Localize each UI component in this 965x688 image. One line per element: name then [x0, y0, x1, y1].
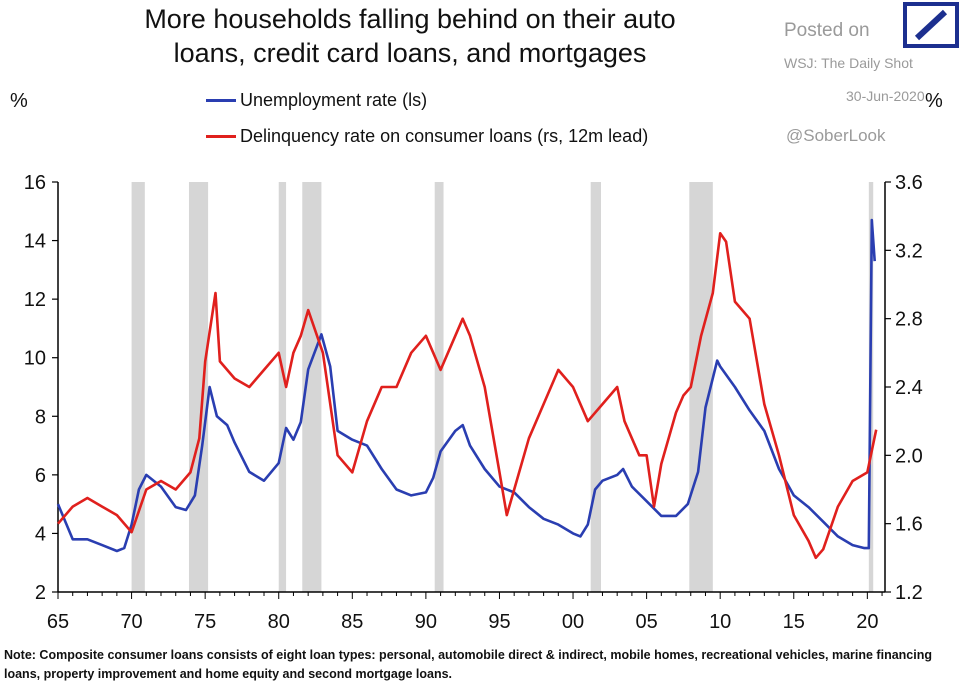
x-tick-label-5: 90	[415, 611, 437, 633]
left-tick-label-3: 8	[35, 406, 46, 428]
posted-handle: @SoberLook	[786, 126, 886, 145]
recession-band-6	[689, 182, 713, 592]
left-tick-label-2: 6	[35, 465, 46, 487]
right-axis-unit: %	[925, 90, 943, 112]
right-tick-label-5: 3.2	[895, 240, 923, 262]
series-line-unemployment	[56, 218, 876, 553]
x-tick-label-8: 05	[635, 611, 657, 633]
chart-title-line-2: loans, credit card loans, and mortgages	[173, 38, 647, 68]
x-tick-label-4: 85	[341, 611, 363, 633]
right-tick-label-3: 2.4	[895, 377, 923, 399]
legend-label-unemployment: Unemployment rate (ls)	[240, 90, 428, 110]
right-tick-label-0: 1.2	[895, 582, 923, 604]
legend-item-unemployment: Unemployment rate (ls)	[206, 90, 427, 111]
recession-band-2	[278, 182, 287, 592]
recession-band-1	[188, 182, 209, 592]
posted-date: 30-Jun-2020	[846, 88, 925, 104]
deutsche-bank-logo-icon	[903, 2, 959, 48]
x-tick-label-9: 10	[709, 611, 731, 633]
recession-band-5	[590, 182, 601, 592]
recession-band-0	[131, 182, 145, 592]
chart-title: More households falling behind on their …	[60, 2, 760, 70]
legend-swatch-unemployment	[206, 99, 236, 102]
left-tick-label-1: 4	[35, 523, 46, 545]
left-tick-label-0: 2	[35, 582, 46, 604]
legend-item-delinquency: Delinquency rate on consumer loans (rs, …	[206, 126, 648, 147]
left-tick-label-6: 14	[24, 231, 46, 253]
left-tick-label-5: 12	[24, 289, 46, 311]
legend-label-delinquency: Delinquency rate on consumer loans (rs, …	[240, 126, 649, 146]
left-axis-unit: %	[10, 90, 28, 112]
x-tick-label-1: 70	[120, 611, 142, 633]
left-tick-label-4: 10	[24, 348, 46, 370]
recession-band-4	[434, 182, 444, 592]
x-tick-label-6: 95	[488, 611, 510, 633]
right-tick-label-1: 1.6	[895, 514, 923, 536]
x-tick-label-3: 80	[268, 611, 290, 633]
left-tick-label-7: 16	[24, 172, 46, 194]
x-tick-label-0: 65	[47, 611, 69, 633]
x-tick-label-10: 15	[783, 611, 805, 633]
legend-swatch-delinquency	[206, 135, 236, 138]
right-tick-label-6: 3.6	[895, 172, 923, 194]
x-tick-label-2: 75	[194, 611, 216, 633]
x-tick-label-7: 00	[562, 611, 584, 633]
right-tick-label-2: 2.0	[895, 445, 923, 467]
x-tick-label-11: 20	[856, 611, 878, 633]
posted-on-label: Posted on	[784, 20, 870, 41]
posted-source: WSJ: The Daily Shot	[784, 55, 913, 71]
recession-band-3	[302, 182, 322, 592]
series-line-delinquency	[57, 232, 878, 560]
chart-title-line-1: More households falling behind on their …	[144, 4, 676, 34]
footnote: Note: Composite consumer loans consists …	[4, 648, 932, 681]
right-tick-label-4: 2.8	[895, 309, 923, 331]
